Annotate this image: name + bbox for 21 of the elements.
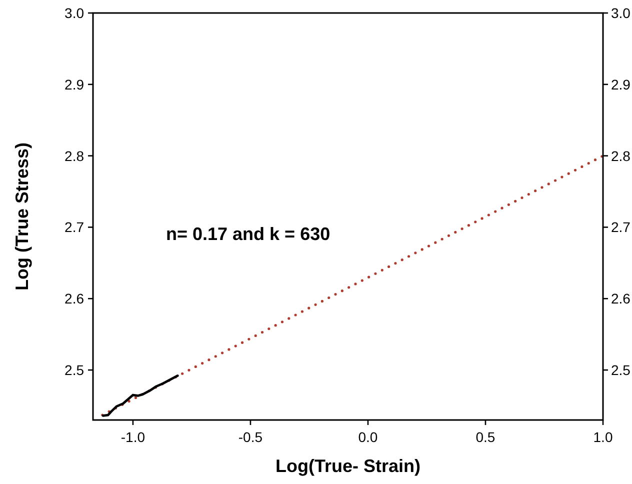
y2-tick-label: 2.9 <box>611 76 631 92</box>
y2-tick-label: 2.8 <box>611 148 631 164</box>
y-axis-title: Log (True Stress) <box>12 142 32 291</box>
y-tick-label: 2.5 <box>64 362 84 378</box>
y-tick-label: 3.0 <box>64 5 84 21</box>
x-tick-label: -1.0 <box>120 429 146 445</box>
x-tick-label: 0.0 <box>358 429 378 445</box>
x-tick-label: 1.0 <box>593 429 613 445</box>
x-axis-title: Log(True- Strain) <box>276 456 420 476</box>
y-tick-label: 2.8 <box>64 148 84 164</box>
y-tick-label: 2.9 <box>64 76 84 92</box>
line-series <box>102 374 179 417</box>
y-tick-label: 2.7 <box>64 219 84 236</box>
y2-tick-label: 2.5 <box>611 362 631 378</box>
y2-tick-label: 3.0 <box>611 5 631 21</box>
annotation: n= 0.17 and k = 630 <box>166 224 330 244</box>
y2-tick-label: 2.6 <box>611 290 631 307</box>
x-tick-label: 0.5 <box>476 429 496 445</box>
y-tick-label: 2.6 <box>64 290 84 307</box>
x-tick-label: -0.5 <box>238 429 263 445</box>
y2-tick-label: 2.7 <box>611 219 631 236</box>
